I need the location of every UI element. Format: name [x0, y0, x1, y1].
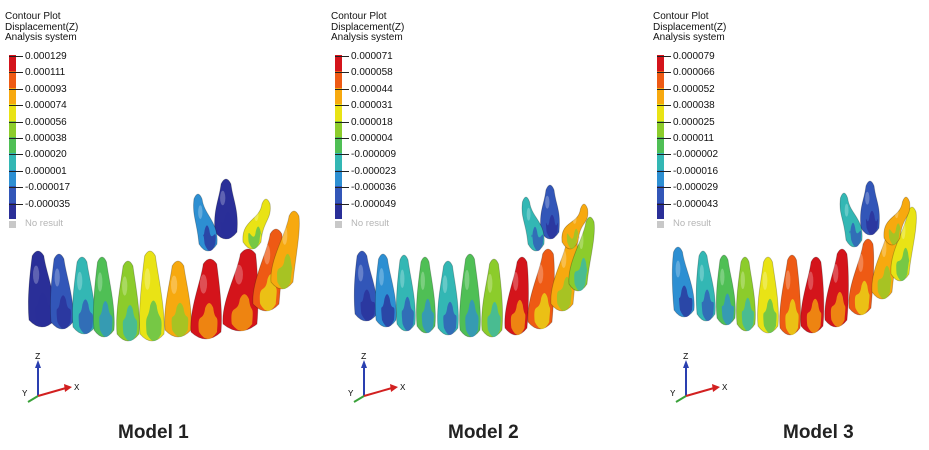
model-panel-3: Contour Plot Displacement(Z) Analysis syst…	[648, 0, 929, 450]
tooth	[50, 254, 73, 329]
x-axis-label: X	[722, 383, 728, 393]
model-panel-1: Contour Plot Displacement(Z) Analysis syst…	[0, 0, 309, 450]
y-axis-label: Y	[22, 389, 28, 399]
tooth	[243, 199, 270, 249]
tooth	[72, 257, 95, 334]
x-arrow-icon	[64, 384, 72, 392]
x-arrow-icon	[712, 384, 720, 392]
x-axis-line	[364, 388, 392, 396]
tooth	[758, 257, 779, 333]
tooth	[117, 261, 140, 341]
tooth	[849, 239, 874, 315]
tooth	[396, 255, 415, 331]
tooth	[223, 249, 258, 331]
tooth	[93, 257, 114, 337]
tooth	[140, 251, 165, 341]
x-axis-line	[38, 388, 66, 396]
model-caption: Model 1	[118, 422, 189, 444]
axis-triad: Z Y X	[22, 352, 92, 412]
tooth	[840, 193, 862, 247]
tooth	[416, 257, 435, 333]
model-panel-2: Contour Plot Displacement(Z) Analysis syst…	[326, 0, 635, 450]
tooth	[438, 261, 459, 335]
model-caption: Model 3	[783, 422, 854, 444]
tooth	[528, 249, 555, 329]
tooth	[505, 257, 529, 335]
axis-triad: Z Y X	[348, 352, 418, 412]
tooth	[861, 181, 880, 235]
y-axis-line	[354, 396, 364, 402]
z-axis-label: Z	[361, 352, 367, 362]
tooth	[672, 247, 694, 317]
axis-triad: Z Y X	[670, 352, 740, 412]
tooth	[215, 179, 238, 239]
y-axis-label: Y	[670, 389, 676, 399]
tooth	[696, 251, 715, 321]
x-axis-label: X	[74, 383, 80, 393]
tooth	[801, 257, 824, 333]
tooth	[193, 194, 217, 251]
tooth	[460, 254, 481, 337]
x-axis-line	[686, 388, 714, 396]
tooth	[736, 257, 755, 331]
tooth	[825, 249, 849, 327]
y-axis-label: Y	[348, 389, 354, 399]
tooth	[482, 259, 503, 337]
x-arrow-icon	[390, 384, 398, 392]
tooth	[716, 255, 735, 325]
y-axis-line	[676, 396, 686, 402]
tooth	[780, 255, 801, 335]
x-axis-label: X	[400, 383, 406, 393]
z-axis-label: Z	[35, 352, 41, 362]
y-axis-line	[28, 396, 38, 402]
tooth	[191, 259, 222, 339]
tooth	[354, 251, 377, 321]
tooth	[165, 261, 192, 337]
tooth	[375, 254, 396, 327]
z-axis-label: Z	[683, 352, 689, 362]
model-caption: Model 2	[448, 422, 519, 444]
